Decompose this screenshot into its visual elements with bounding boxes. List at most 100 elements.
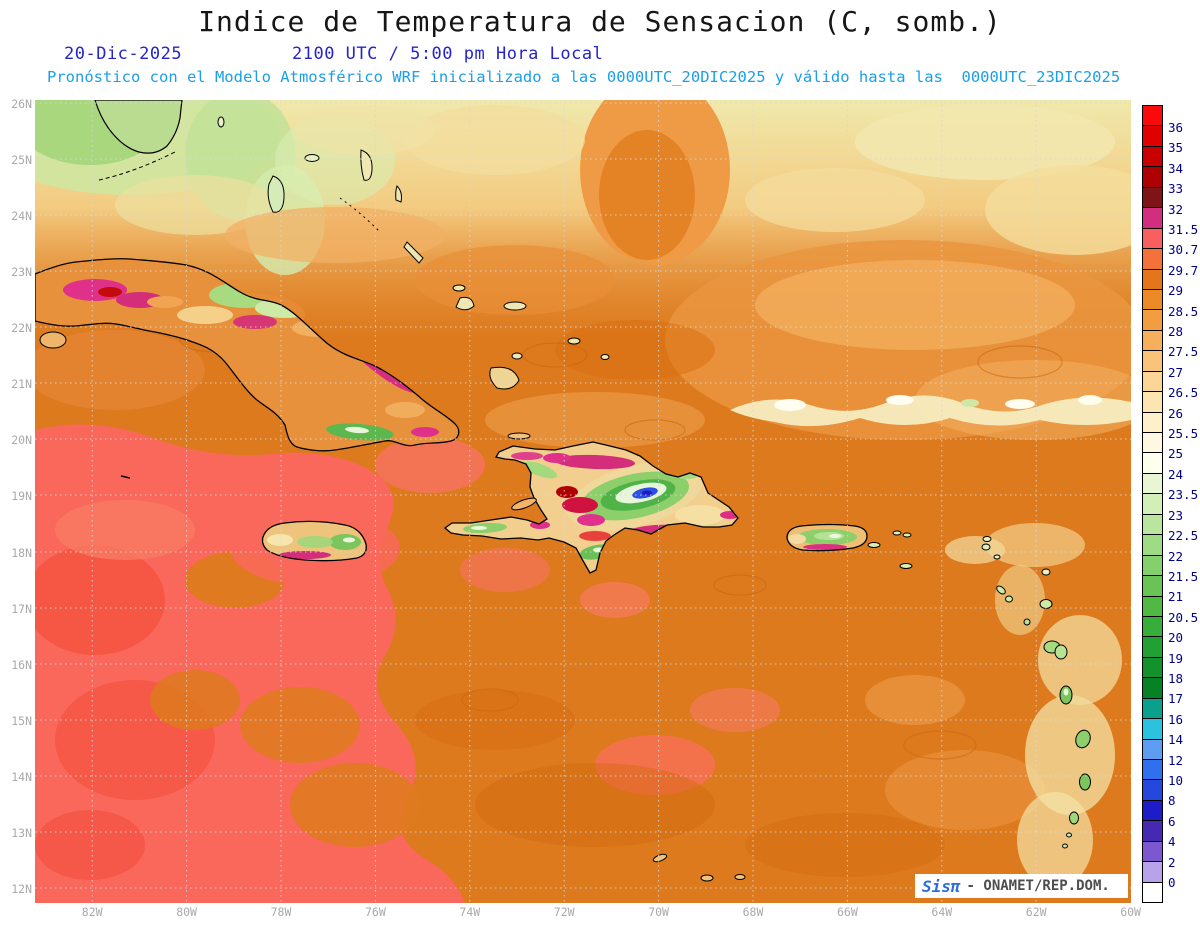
colorbar-segment-26 [1143, 637, 1162, 658]
colorbar-label-16: 16 [1168, 711, 1184, 727]
colorbar-label-30.7: 30.7 [1168, 242, 1199, 258]
lon-label-68W: 68W [742, 905, 764, 919]
lat-label-21N: 21N [11, 377, 32, 392]
colorbar-label-10: 10 [1168, 773, 1184, 789]
colorbar-label-23.5: 23.5 [1168, 487, 1199, 503]
colorbar-label-35: 35 [1168, 140, 1184, 156]
colorbar-segment-0 [1143, 106, 1162, 127]
colorbar-label-8: 8 [1168, 793, 1176, 809]
colorbar-segment-13 [1143, 371, 1162, 393]
lat-label-15N: 15N [11, 713, 32, 728]
colorbar-label-12: 12 [1168, 752, 1184, 768]
heat-index-map [35, 100, 1131, 903]
lat-label-13N: 13N [11, 825, 32, 840]
colorbar-segment-23 [1143, 576, 1162, 597]
colorbar-label-27.5: 27.5 [1168, 344, 1199, 360]
colorbar-segment-16 [1143, 433, 1162, 454]
lat-label-14N: 14N [11, 769, 32, 784]
colorbar-label-22: 22 [1168, 548, 1184, 564]
colorbar-segment-33 [1143, 780, 1162, 801]
colorbar-segment-30 [1143, 719, 1162, 740]
colorbar-segment-32 [1143, 760, 1162, 781]
colorbar-label-25: 25 [1168, 446, 1184, 462]
lon-label-64W: 64W [931, 905, 953, 919]
vieques [867, 542, 881, 548]
lon-label-60W: 60W [1120, 905, 1141, 919]
abc-islands [652, 853, 746, 882]
lat-label-18N: 18N [11, 545, 32, 560]
lon-label-70W: 70W [648, 905, 669, 919]
colorbar-label-14: 14 [1168, 732, 1184, 748]
colorbar-segment-5 [1143, 208, 1162, 229]
lat-label-24N: 24N [11, 209, 32, 224]
colorbar-label-29: 29 [1168, 283, 1184, 299]
colorbar-label-20.5: 20.5 [1168, 609, 1199, 625]
colorbar-label-25.5: 25.5 [1168, 426, 1199, 442]
gonave-island [511, 497, 537, 511]
virgin-islands [892, 530, 913, 569]
colorbar-segment-2 [1143, 146, 1162, 168]
florida-keys [98, 151, 176, 181]
model-note: Pronóstico con el Modelo Atmosférico WRF… [47, 68, 1121, 86]
colorbar-segment-6 [1143, 228, 1162, 250]
colorbar-label-18: 18 [1168, 670, 1184, 686]
colorbar-segment-17 [1143, 453, 1162, 474]
colorbar-label-26.5: 26.5 [1168, 385, 1199, 401]
colorbar-segment-29 [1143, 698, 1162, 720]
colorbar-label-0: 0 [1168, 875, 1176, 891]
lon-label-74W: 74W [459, 905, 481, 919]
colorbar-label-27: 27 [1168, 364, 1184, 380]
cayman-islands [120, 475, 131, 479]
colorbar-segment-9 [1143, 289, 1162, 311]
lat-label-19N: 19N [11, 489, 32, 504]
jamaica [261, 520, 367, 562]
lat-label-23N: 23N [11, 265, 32, 280]
colorbar-segment-35 [1143, 821, 1162, 842]
colorbar-label-4: 4 [1168, 834, 1176, 850]
colorbar-segment-7 [1143, 249, 1162, 270]
lon-label-80W: 80W [176, 905, 197, 919]
colorbar-label-24: 24 [1168, 466, 1184, 482]
colorbar-segment-11 [1143, 330, 1162, 352]
colorbar-segment-12 [1143, 351, 1162, 372]
colorbar-label-32: 32 [1168, 201, 1184, 217]
colorbar-label-20: 20 [1168, 630, 1184, 646]
lon-label-66W: 66W [837, 905, 858, 919]
page-title: Indice de Temperatura de Sensacion (C, s… [198, 5, 1002, 38]
colorbar-segment-22 [1143, 555, 1162, 577]
colorbar-segments [1142, 105, 1163, 903]
tortuga-island [507, 432, 531, 440]
colorbar-segment-20 [1143, 514, 1162, 536]
colorbar-segment-4 [1143, 187, 1162, 209]
watermark-text: - ONAMET/REP.DOM. [966, 878, 1110, 894]
turks-caicos [567, 337, 610, 360]
sispi-logo: Sisπ [922, 876, 961, 896]
colorbar-segment-36 [1143, 841, 1162, 863]
forecast-date: 20-Dic-2025 [64, 44, 183, 64]
colorbar-label-36: 36 [1168, 119, 1184, 135]
colorbar-label-6: 6 [1168, 813, 1176, 829]
puerto-rico [786, 523, 881, 552]
colorbar-label-34: 34 [1168, 160, 1184, 176]
lat-label-25N: 25N [11, 153, 32, 168]
colorbar-label-17: 17 [1168, 691, 1184, 707]
colorbar-segment-28 [1143, 678, 1162, 699]
colorbar-segment-34 [1143, 800, 1162, 822]
colorbar-segment-10 [1143, 310, 1162, 331]
lat-label-16N: 16N [11, 657, 32, 672]
colorbar-segment-25 [1143, 616, 1162, 638]
forecast-valid-time: 2100 UTC / 5:00 pm Hora Local [292, 44, 604, 64]
gridlines [35, 100, 1131, 903]
colorbar-segment-18 [1143, 473, 1162, 495]
colorbar-segment-27 [1143, 657, 1162, 679]
colorbar-segment-37 [1143, 862, 1162, 883]
colorbar-label-19: 19 [1168, 650, 1184, 666]
lon-label-72W: 72W [553, 905, 575, 919]
colorbar-segment-21 [1143, 535, 1162, 556]
colorbar-segment-24 [1143, 596, 1162, 617]
florida [94, 100, 225, 181]
ocean-field [35, 100, 1131, 903]
colorbar-segment-19 [1143, 494, 1162, 515]
colorbar-segment-3 [1143, 167, 1162, 188]
